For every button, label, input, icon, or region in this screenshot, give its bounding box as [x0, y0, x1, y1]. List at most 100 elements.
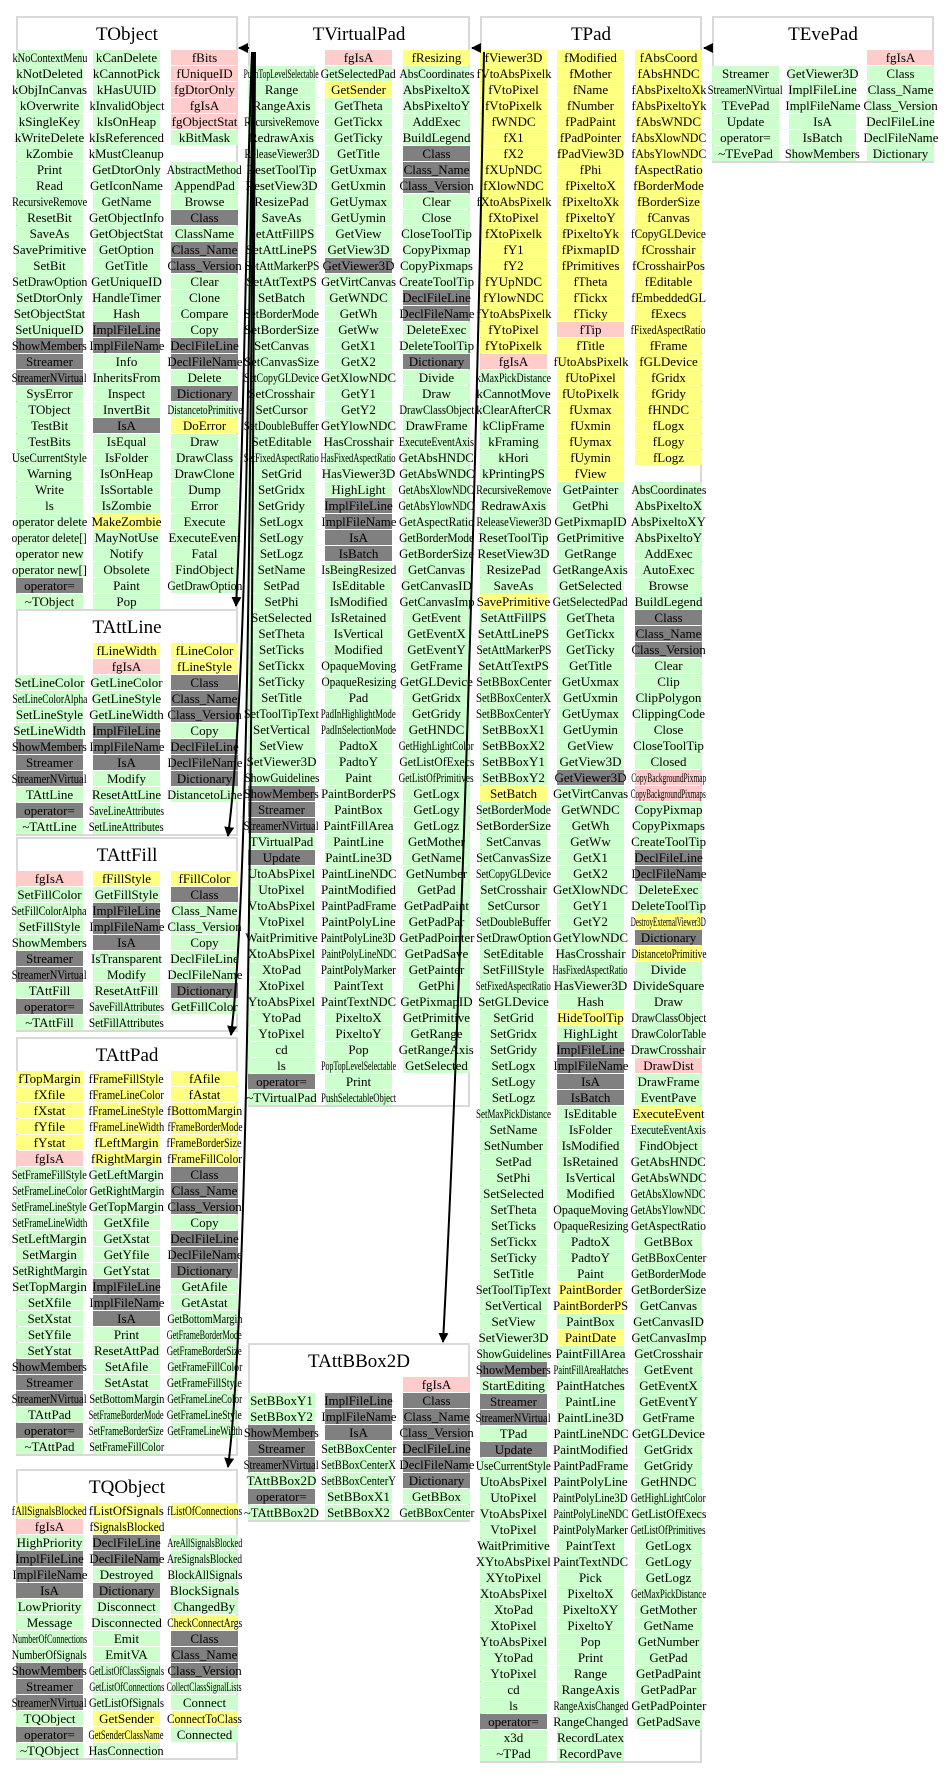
member-label: SetBBoxCenter [321, 1441, 397, 1456]
member-function: Pop [325, 1042, 392, 1057]
member-function: DivideSquare [633, 978, 704, 993]
member-label: InheritsFrom [92, 370, 161, 385]
member-label: Divide [418, 370, 455, 385]
member-label: fFrameLineWidth [88, 1119, 165, 1134]
member-label: Close [653, 722, 684, 737]
member-function: SetCanvasSize [476, 850, 551, 865]
member-label: Hash [113, 306, 140, 321]
member-label: GetName [101, 194, 152, 209]
protected-member: fBorderMode [633, 178, 704, 193]
member-function: Print [16, 162, 83, 177]
protected-member: fSignalsBlocked [89, 1519, 164, 1534]
member-label: GetSenderClassName [88, 1727, 165, 1742]
protected-member: fYtoPixel [480, 322, 547, 337]
protected-member: fAbsYlowNDC [631, 146, 706, 161]
protected-member: fPixeltoX [557, 178, 624, 193]
member-label: IsVertical [565, 1170, 616, 1185]
inherited-member: ImplFileLine [92, 903, 161, 918]
member-function: SetLogx [248, 514, 315, 529]
member-label: Pop [348, 1042, 369, 1057]
static-data-member: fgDtorOnly [171, 82, 238, 97]
inherited-member: Dictionary [171, 1263, 238, 1278]
member-label: GetFrame [410, 658, 463, 673]
protected-member: fEditable [635, 274, 702, 289]
inherited-member: ImplFileLine [92, 1279, 161, 1294]
protected-member: fTicky [557, 306, 624, 321]
member-label: GetAfile [181, 1279, 228, 1294]
inherited-member: StreamerNVirtual [12, 370, 87, 385]
member-function: GetFillColor [171, 999, 238, 1014]
member-label: GetWNDC [561, 802, 620, 817]
member-label: GetLogy [413, 802, 460, 817]
member-label: CopyBackgroundPixmap [631, 770, 706, 785]
member-label: GetRangeAxis [399, 1042, 475, 1057]
member-label: PaintBorderPS [553, 1298, 629, 1313]
member-function: GetAfile [171, 1279, 238, 1294]
member-label: Class_Name [171, 1183, 238, 1198]
member-function: GetPrimitive [403, 1010, 470, 1025]
member-function: ~TAttLine [16, 819, 83, 834]
member-function: BuildLegend [403, 130, 470, 145]
inherited-member: StreamerNVirtual [12, 771, 87, 786]
member-function: ShowGuidelines [476, 1346, 551, 1361]
member-label: GetLineColor [90, 675, 163, 690]
member-label: OpaqueResizing [321, 674, 397, 689]
member-label: GetPad [649, 1650, 688, 1665]
member-label: Pop [116, 594, 137, 609]
protected-member: fVtoAbsPixelk [476, 66, 551, 81]
member-label: DeclFileName [630, 866, 707, 881]
member-label: GetCanvasID [401, 578, 472, 593]
protected-member: fViewer3D [480, 50, 547, 65]
protected-member: fAfile [171, 1071, 238, 1086]
member-label: GetCrosshair [634, 1346, 703, 1361]
member-function: GetWNDC [325, 290, 392, 305]
member-label: Modified [334, 642, 383, 657]
member-label: fBorderMode [633, 178, 704, 193]
member-label: fTip [579, 322, 602, 337]
member-function: SaveAs [480, 578, 547, 593]
member-label: CheckConnectArgs [167, 1615, 243, 1630]
protected-member: fY2 [480, 258, 547, 273]
inherited-member: StreamerNVirtual [476, 1410, 551, 1425]
member-function: ClippingCode [632, 706, 705, 721]
member-function: Destroyed [93, 1567, 160, 1582]
member-function: ImplFileLine [788, 82, 857, 97]
member-function: IsBeingResized [321, 562, 396, 577]
member-label: AbsPixeltoY [634, 530, 703, 545]
member-function: SetPhi [248, 594, 315, 609]
member-function: SetGridy [248, 498, 315, 513]
member-label: GetFrameLineWidth [166, 1423, 243, 1438]
member-label: Paint [577, 1266, 604, 1281]
member-function: SetEditable [248, 434, 315, 449]
member-label: GetView3D [327, 242, 390, 257]
member-label: ChangedBy [173, 1599, 236, 1614]
member-label: HasCrosshair [555, 946, 626, 961]
inherited-member: Streamer [16, 755, 83, 770]
member-label: Pop [580, 1634, 601, 1649]
protected-member: CheckConnectArgs [167, 1615, 242, 1630]
member-label: operator= [256, 1074, 307, 1089]
member-label: GetLeftMargin [88, 1167, 165, 1182]
member-label: fFillStyle [101, 871, 152, 886]
member-function: GetRangeAxis [399, 1042, 474, 1057]
member-label: IsRetained [330, 610, 387, 625]
member-label: TPad [499, 1426, 528, 1441]
member-function: ShowGuidelines [244, 770, 319, 785]
member-label: fAspectRatio [634, 162, 703, 177]
member-label: GetName [643, 1618, 694, 1633]
member-function: StartEditing [480, 1378, 547, 1393]
member-function: SetSelected [248, 610, 315, 625]
member-function: Disconnected [91, 1615, 162, 1630]
protected-member: fFrameLineStyle [89, 1103, 164, 1118]
member-label: AddExec [412, 114, 461, 129]
member-function: GetPadPaint [635, 1666, 702, 1681]
member-label: SetGridy [258, 498, 305, 513]
member-label: Clear [422, 194, 451, 209]
member-label: GetY2 [573, 914, 608, 929]
member-function: GetHNDC [403, 722, 470, 737]
member-function: GetUymax [557, 706, 624, 721]
inherited-member: ImplFileLine [324, 498, 393, 513]
member-label: Class_Name [867, 82, 934, 97]
member-label: GetObjectStat [89, 226, 164, 241]
member-label: SetGridx [258, 482, 305, 497]
